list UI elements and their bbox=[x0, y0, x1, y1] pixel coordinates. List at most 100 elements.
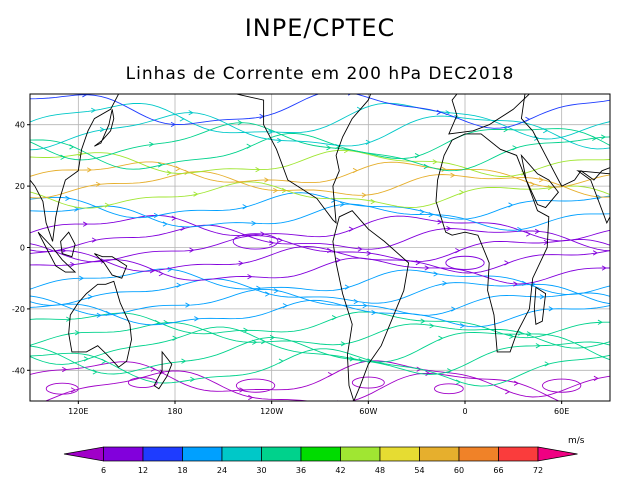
colorbar-swatch bbox=[419, 446, 460, 462]
streamline-arrow bbox=[268, 129, 274, 135]
streamline-arrow bbox=[361, 192, 367, 198]
streamline-arrow bbox=[256, 285, 262, 291]
streamline-arrow bbox=[459, 323, 466, 329]
colorbar-swatch bbox=[300, 446, 341, 462]
streamline-arrow bbox=[246, 143, 252, 149]
streamline-arrow bbox=[367, 358, 373, 364]
lat-tick-label: 0 bbox=[20, 244, 25, 253]
streamline-arrow bbox=[349, 356, 355, 362]
streamline bbox=[30, 102, 610, 140]
streamline-arrow bbox=[176, 282, 182, 288]
coastline bbox=[37, 231, 77, 273]
coastline bbox=[68, 280, 132, 368]
lon-tick-label: 180 bbox=[167, 407, 182, 416]
streamline bbox=[30, 112, 610, 151]
streamline-arrow bbox=[74, 206, 80, 212]
streamline-arrow bbox=[278, 358, 284, 364]
streamline-arrow bbox=[179, 116, 185, 122]
streamline-arrow bbox=[597, 319, 603, 325]
streamline-arrow bbox=[513, 380, 520, 386]
streamline-arrow bbox=[100, 258, 106, 264]
streamline-arrow bbox=[70, 387, 77, 393]
streamline-arrow bbox=[535, 343, 541, 349]
streamline-arrow bbox=[534, 228, 541, 234]
streamline-arrow bbox=[447, 368, 453, 374]
streamline-arrow bbox=[92, 369, 98, 375]
streamline-arrow bbox=[175, 166, 181, 172]
lat-tick-label: 20 bbox=[15, 182, 25, 191]
streamline-arrow bbox=[166, 170, 172, 176]
streamline bbox=[30, 257, 610, 285]
colorbar-label: 66 bbox=[493, 466, 503, 475]
colorbar-swatch bbox=[498, 446, 539, 462]
streamline-arrow bbox=[543, 239, 549, 246]
streamline-arrow bbox=[505, 389, 511, 395]
colorbar-swatch bbox=[182, 446, 223, 462]
streamline-arrow bbox=[82, 221, 89, 227]
streamline-arrow bbox=[255, 167, 261, 173]
streamline-arrow bbox=[104, 202, 110, 208]
coastline bbox=[520, 153, 559, 209]
streamline bbox=[30, 246, 610, 274]
streamline-arrow bbox=[150, 366, 156, 372]
streamline bbox=[30, 192, 610, 220]
streamline-arrow bbox=[331, 315, 338, 321]
streamline-arrow bbox=[62, 366, 68, 373]
coastline bbox=[153, 350, 173, 390]
streamline bbox=[30, 203, 610, 231]
streamline bbox=[30, 337, 610, 375]
streamline-arrow bbox=[425, 370, 431, 376]
streamline-arrow bbox=[78, 275, 85, 281]
streamline-arrow bbox=[414, 153, 421, 159]
streamline bbox=[30, 322, 610, 349]
streamline-arrow bbox=[238, 260, 244, 266]
colorbar-swatch bbox=[340, 446, 381, 462]
streamlines bbox=[30, 94, 610, 405]
streamline-arrow bbox=[592, 135, 598, 141]
streamline-arrow bbox=[517, 330, 524, 336]
streamline-arrow bbox=[513, 281, 519, 287]
streamline-arrow bbox=[87, 294, 93, 300]
streamline-arrow bbox=[504, 260, 510, 266]
map-subtitle: Linhas de Corrente em 200 hPa DEC2018 bbox=[125, 64, 515, 84]
coastlines bbox=[30, 94, 610, 401]
streamline-arrow bbox=[542, 128, 549, 134]
streamline bbox=[30, 181, 610, 209]
colorbar-label: 24 bbox=[217, 466, 227, 475]
streamline-arrow bbox=[159, 369, 165, 375]
streamline-arrow bbox=[433, 271, 439, 277]
coastline bbox=[30, 94, 120, 242]
streamline-loop bbox=[232, 233, 279, 250]
coastline bbox=[94, 253, 128, 279]
streamline-arrow bbox=[365, 139, 371, 145]
streamline-arrow bbox=[83, 356, 89, 362]
coastline bbox=[533, 286, 547, 325]
streamline-arrow bbox=[251, 220, 257, 226]
latitude-ticks: 40 20 0 -20 -40 bbox=[12, 121, 30, 375]
colorbar-label: 72 bbox=[533, 466, 543, 475]
streamline-arrow bbox=[455, 248, 461, 254]
streamline-arrow bbox=[162, 221, 168, 227]
streamline-loop bbox=[127, 377, 158, 388]
streamline-arrow bbox=[99, 126, 106, 133]
streamline-arrow bbox=[326, 145, 332, 151]
streamline-arrow bbox=[194, 316, 200, 322]
streamline-arrow bbox=[91, 237, 97, 243]
streamline-arrow bbox=[95, 181, 102, 187]
colorbar-label: 42 bbox=[335, 466, 345, 475]
streamline-arrow bbox=[348, 94, 352, 96]
streamline bbox=[30, 268, 610, 295]
streamline bbox=[44, 370, 561, 401]
streamline-arrow bbox=[603, 401, 607, 405]
streamline-loop bbox=[542, 378, 582, 393]
streamline-arrow bbox=[282, 303, 288, 309]
streamline-loop bbox=[434, 383, 464, 395]
colorbar-label: 54 bbox=[414, 466, 424, 475]
colorbar-swatch bbox=[221, 446, 262, 462]
streamline-arrow bbox=[437, 219, 443, 225]
streamline-arrow bbox=[171, 215, 177, 221]
colorbar-swatch bbox=[379, 446, 420, 462]
streamline-arrow bbox=[252, 339, 258, 345]
streamline-arrow bbox=[370, 199, 376, 205]
